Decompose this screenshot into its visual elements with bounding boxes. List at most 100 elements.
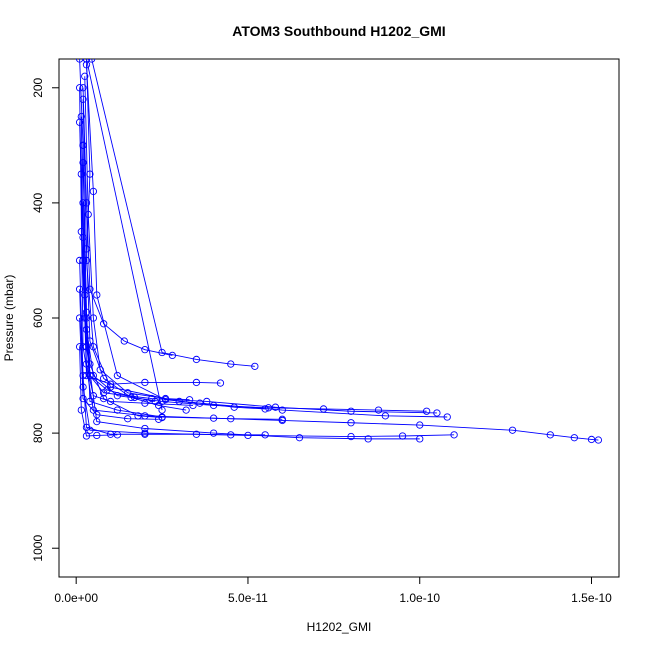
data-point (93, 411, 101, 419)
chart-title: ATOM3 Southbound H1202_GMI (232, 23, 445, 39)
series-line (86, 59, 163, 411)
data-point (82, 432, 91, 440)
data-point (141, 429, 149, 437)
series-17 (75, 343, 122, 440)
data-point (89, 406, 98, 414)
series-line (86, 59, 448, 418)
data-point (82, 343, 91, 351)
data-point (196, 399, 204, 407)
x-tick-label: 0.0e+00 (54, 591, 98, 605)
data-point (103, 386, 111, 394)
data-point (261, 431, 269, 439)
data-point (82, 325, 91, 334)
series-11 (81, 72, 194, 404)
data-point (278, 406, 286, 414)
data-point (86, 371, 94, 380)
data-point (381, 412, 390, 420)
x-tick-label: 1.5e-10 (571, 591, 612, 605)
data-point (271, 403, 280, 411)
data-point (86, 170, 94, 178)
data-point (79, 158, 87, 167)
data-point (319, 405, 328, 413)
data-point (75, 314, 84, 322)
series-4 (77, 112, 225, 388)
series-15 (75, 118, 431, 415)
series-8 (75, 256, 269, 439)
data-point (374, 406, 383, 414)
series-2 (87, 59, 259, 370)
data-point (93, 291, 101, 299)
data-point (192, 355, 201, 364)
data-point (230, 403, 238, 411)
data-point (89, 314, 98, 322)
data-point (244, 431, 252, 440)
series-12 (79, 95, 190, 414)
data-point (141, 424, 149, 433)
data-point (79, 95, 87, 103)
series-line (91, 59, 255, 367)
data-point (154, 415, 163, 423)
data-point (84, 210, 92, 219)
series-10 (82, 61, 269, 413)
data-point (82, 61, 91, 69)
data-point (75, 118, 84, 126)
data-point (113, 431, 122, 439)
data-point (86, 285, 94, 293)
series-9 (75, 285, 458, 441)
data-point (546, 431, 554, 439)
data-point (106, 397, 115, 406)
series-line (79, 317, 159, 420)
data-point (89, 187, 98, 196)
x-tick-label: 5.0e-11 (228, 591, 268, 605)
series-line (82, 87, 173, 356)
series-1 (82, 59, 451, 421)
data-point (278, 415, 286, 423)
series-line (79, 346, 118, 437)
data-point (158, 413, 166, 422)
data-point (86, 337, 94, 345)
series-line (82, 145, 283, 420)
data-point (75, 256, 84, 265)
data-point (158, 406, 166, 414)
data-point (189, 401, 197, 410)
y-axis-label: Pressure (mbar) (2, 275, 16, 362)
data-point (364, 435, 372, 443)
data-point (422, 407, 431, 415)
data-point (86, 426, 94, 434)
data-point (87, 59, 96, 63)
data-point (82, 308, 91, 316)
series-0 (75, 59, 441, 417)
data-point (75, 343, 84, 351)
series-line (79, 122, 427, 412)
data-point (81, 72, 89, 80)
data-point (120, 337, 128, 345)
series-14 (82, 59, 166, 414)
data-point (151, 397, 159, 406)
series-line (82, 202, 420, 440)
series-5 (75, 84, 603, 444)
data-point (75, 59, 84, 63)
data-point (570, 434, 578, 442)
x-axis: 0.0e+00 5.0e-11 1.0e-10 1.5e-10 (54, 576, 612, 605)
data-point (347, 407, 355, 415)
y-tick-label: 200 (31, 77, 45, 97)
y-tick-label: 400 (31, 193, 45, 213)
data-point (295, 434, 304, 442)
data-point (227, 415, 235, 423)
data-point (75, 285, 84, 293)
data-point (168, 351, 177, 360)
series-layer (75, 59, 603, 444)
data-point (77, 406, 85, 414)
data-point (93, 417, 101, 426)
data-point (185, 396, 194, 404)
data-point (347, 432, 355, 441)
x-axis-label: H1202_GMI (307, 620, 372, 634)
data-point (398, 432, 407, 440)
data-point (89, 392, 98, 400)
y-tick-label: 600 (31, 308, 45, 328)
series-7 (79, 199, 424, 443)
data-point (433, 409, 441, 417)
data-point (443, 413, 451, 421)
data-point (141, 399, 149, 407)
